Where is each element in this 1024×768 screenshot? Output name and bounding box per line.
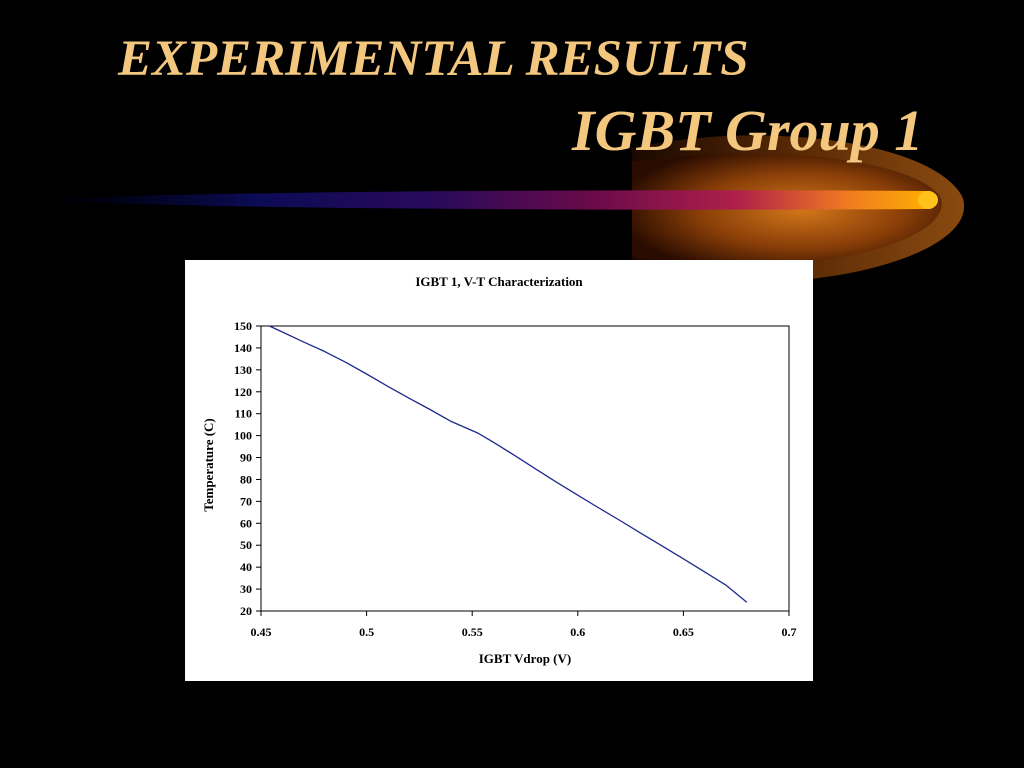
slide-subtitle: IGBT Group 1 (572, 98, 924, 163)
y-tick-label: 30 (240, 582, 252, 596)
y-tick-label: 100 (234, 429, 252, 443)
y-tick-label: 60 (240, 516, 252, 530)
chart-panel: IGBT 1, V-T Characterization 20 30 40 50 60 7… (185, 260, 813, 681)
chart-title: IGBT 1, V-T Characterization (415, 274, 583, 289)
x-tick-label: 0.65 (673, 625, 694, 639)
y-tick-label: 120 (234, 385, 252, 399)
x-axis-label: IGBT Vdrop (V) (479, 651, 571, 666)
series-group (269, 325, 748, 603)
y-axis-label: Temperature (C) (201, 418, 216, 512)
y-tick-label: 70 (240, 494, 252, 508)
y-tick-label: 50 (240, 538, 252, 552)
y-tick-label: 130 (234, 363, 252, 377)
y-tick-label: 140 (234, 341, 252, 355)
x-tick-label: 0.7 (782, 625, 797, 639)
x-tick-label: 0.5 (359, 625, 374, 639)
plot-area (260, 325, 790, 612)
x-tick-label: 0.55 (462, 625, 483, 639)
series-line-0 (269, 325, 748, 603)
y-axis: 20 30 40 50 60 70 80 90 100 110 120 130 140 150 (234, 319, 261, 618)
y-tick-label: 80 (240, 472, 252, 486)
slide-title: EXPERIMENTAL RESULTS (118, 31, 749, 87)
x-axis: 0.45 0.5 0.55 0.6 0.65 0.7 (251, 611, 797, 639)
y-tick-label: 90 (240, 451, 252, 465)
x-tick-label: 0.45 (251, 625, 272, 639)
chart: IGBT 1, V-T Characterization 20 30 40 50 60 7… (201, 274, 797, 666)
x-tick-label: 0.6 (570, 625, 585, 639)
y-tick-label: 150 (234, 319, 252, 333)
y-tick-label: 20 (240, 604, 252, 618)
y-tick-label: 110 (235, 407, 252, 421)
y-tick-label: 40 (240, 560, 252, 574)
